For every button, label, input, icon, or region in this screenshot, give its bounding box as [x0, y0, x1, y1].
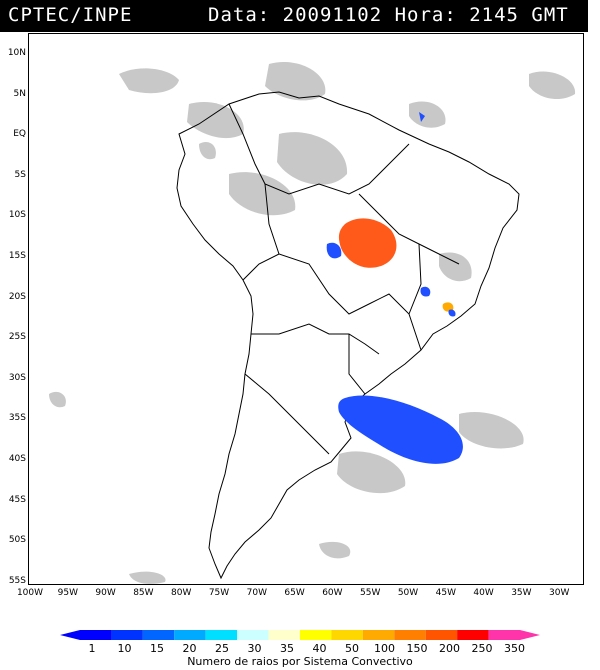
- colorbar-segment: [425, 630, 458, 640]
- colorbar-tick-label: 50: [345, 642, 359, 655]
- cloud-patch: [529, 71, 576, 100]
- longitude-tick-label: 55W: [360, 588, 381, 598]
- colorbar-tick-label: 200: [439, 642, 460, 655]
- blue-convective-system: [338, 395, 463, 464]
- longitude-tick-label: 70W: [246, 588, 267, 598]
- longitude-tick-label: 85W: [133, 588, 154, 598]
- date-time-label: Data: 20091102 Hora: 2145 GMT: [208, 4, 569, 26]
- colorbar-tick-label: 30: [247, 642, 262, 655]
- map-header: CPTEC/INPE Data: 20091102 Hora: 2145 GMT: [0, 0, 588, 32]
- cloud-patch: [337, 451, 406, 494]
- cloud-patch: [129, 571, 166, 584]
- south-america-coastline: [176, 91, 520, 580]
- cloud-patch: [199, 141, 216, 160]
- longitude-tick-label: 50W: [397, 588, 419, 598]
- longitude-tick-label: 75W: [208, 588, 230, 598]
- convective-systems: [326, 112, 463, 464]
- longitude-tick-label: 45W: [435, 588, 456, 598]
- latitude-tick-label: EQ: [13, 129, 26, 140]
- colorbar-right-arrow: [520, 630, 540, 640]
- longitude-tick-label: 80W: [171, 588, 192, 598]
- latitude-tick-label: 10S: [8, 210, 26, 221]
- colorbar-segment: [331, 630, 363, 640]
- blue-convective-system: [448, 309, 456, 317]
- latitude-tick-label: 15S: [8, 251, 26, 261]
- country-border: [242, 253, 280, 281]
- latitude-tick-label: 10N: [7, 48, 26, 58]
- blue-convective-system: [326, 242, 342, 259]
- country-border: [251, 323, 380, 355]
- cloud-patch: [265, 62, 326, 101]
- blue-convective-system: [420, 286, 431, 297]
- colorbar: [60, 630, 540, 640]
- yellow-convective-system: [442, 302, 454, 312]
- source-label: CPTEC/INPE: [8, 4, 133, 26]
- longitude-tick-label: 40W: [473, 588, 494, 598]
- latitude-tick-label: 45S: [8, 494, 26, 505]
- longitude-tick-label: 35W: [511, 588, 532, 598]
- cloud-patch: [459, 412, 524, 449]
- colorbar-tick-label: 25: [215, 642, 229, 655]
- colorbar-tick-label: 150: [406, 642, 428, 655]
- colorbar-segment: [142, 630, 175, 640]
- longitude-tick-label: 60W: [322, 588, 343, 598]
- colorbar-segment: [457, 630, 489, 640]
- blue-convective-system: [419, 112, 425, 122]
- colorbar-tick-label: 10: [117, 642, 132, 655]
- cloud-patch: [409, 101, 446, 128]
- map-canvas: [49, 62, 576, 584]
- colorbar-segment: [174, 630, 206, 640]
- cloud-patch: [49, 391, 66, 408]
- latitude-tick-label: 20S: [8, 291, 26, 302]
- latitude-tick-label: 5N: [13, 88, 26, 99]
- latitude-tick-label: 30S: [8, 372, 26, 383]
- colorbar-segment: [205, 630, 238, 640]
- cloud-patch: [439, 252, 472, 282]
- colorbar-segment: [394, 630, 426, 640]
- cloud-patch: [187, 102, 244, 139]
- country-border: [358, 193, 460, 265]
- latitude-tick-label: 5S: [14, 169, 26, 180]
- colorbar-tick-label: 250: [471, 642, 493, 655]
- colorbar-tick-label: 15: [150, 642, 164, 655]
- cloud-patch: [229, 172, 296, 216]
- colorbar-tick-label: 350: [504, 642, 525, 655]
- country-border: [408, 243, 422, 315]
- map-frame: [28, 33, 584, 585]
- cloud-patch: [319, 541, 351, 559]
- country-border: [264, 183, 422, 351]
- cloud-patch: [277, 132, 348, 185]
- colorbar-tick-label: 35: [280, 642, 294, 655]
- colorbar-segment: [268, 630, 300, 640]
- longitude-tick-label: 95W: [57, 588, 78, 598]
- latitude-tick-label: 25S: [8, 332, 26, 343]
- colorbar-segment: [300, 630, 332, 640]
- colorbar-segment: [80, 630, 112, 640]
- colorbar-tick-label: 20: [182, 642, 197, 655]
- cloud-layer: [49, 62, 576, 584]
- latitude-tick-label: 55S: [8, 575, 26, 586]
- colorbar-title: Numero de raios por Sistema Convectivo: [187, 655, 413, 668]
- country-border: [348, 334, 366, 395]
- colorbar-segment: [111, 630, 143, 640]
- coastline-layer: [176, 91, 520, 580]
- colorbar-segment: [237, 630, 269, 640]
- latitude-tick-label: 35S: [8, 413, 26, 424]
- latitude-tick-label: 40S: [8, 454, 26, 464]
- longitude-tick-label: 90W: [95, 588, 116, 598]
- longitude-tick-label: 30W: [549, 588, 570, 598]
- colorbar-tick-label: 40: [312, 642, 327, 655]
- longitude-tick-label: 65W: [284, 588, 305, 598]
- colorbar-tick-label: 1: [88, 642, 96, 655]
- colorbar-segment: [362, 630, 395, 640]
- country-border: [228, 103, 410, 195]
- longitude-tick-label: 100W: [16, 588, 44, 598]
- colorbar-tick-label: 100: [374, 642, 395, 655]
- cloud-patch: [119, 68, 179, 94]
- country-border: [244, 373, 330, 455]
- latitude-tick-label: 50S: [8, 535, 26, 546]
- colorbar-left-arrow: [60, 630, 80, 640]
- orange-convective-system: [338, 218, 397, 268]
- colorbar-segment: [488, 630, 520, 640]
